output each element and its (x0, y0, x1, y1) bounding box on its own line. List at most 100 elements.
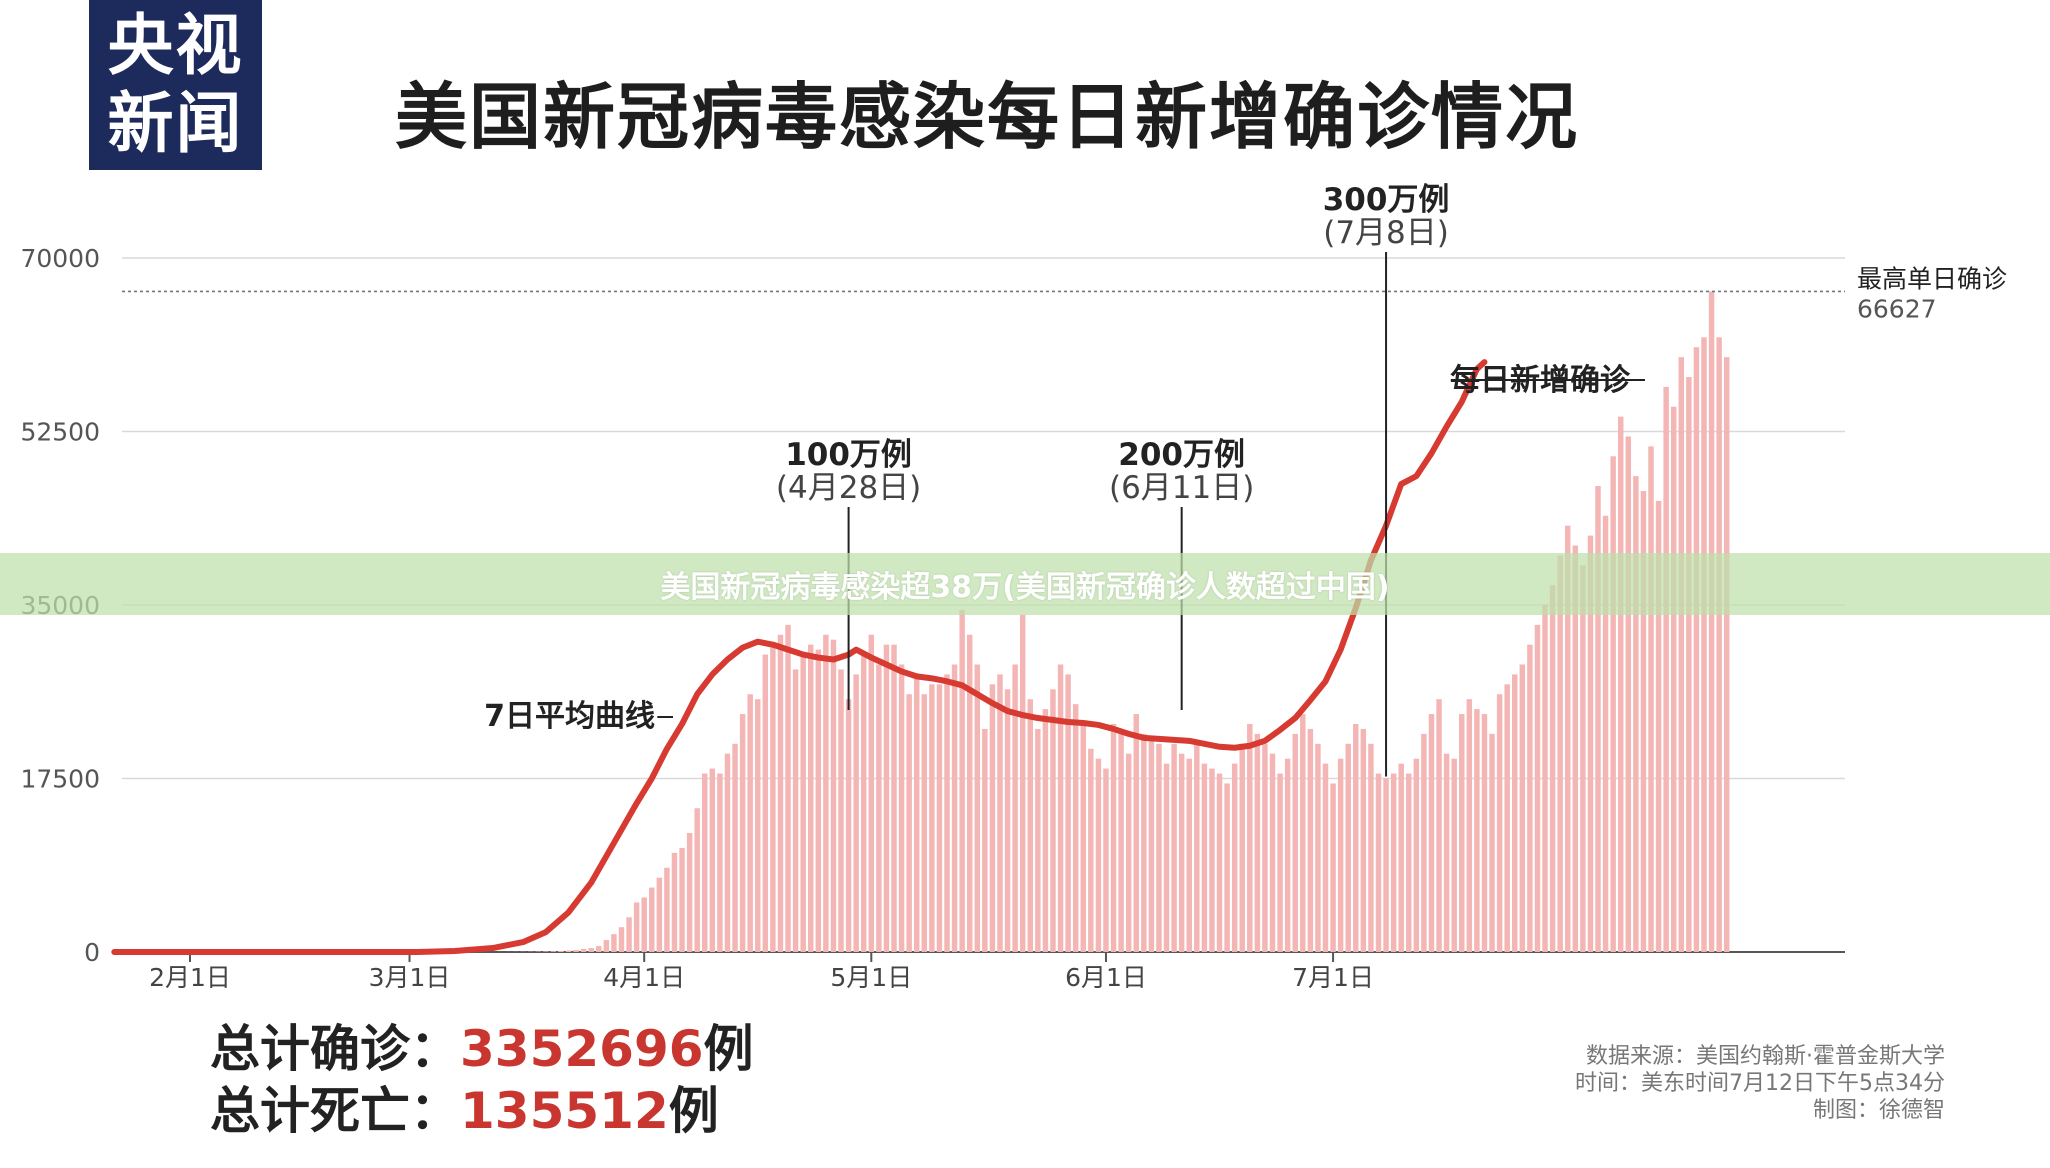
daily-case-bar (1322, 763, 1329, 952)
daily-case-bar (861, 654, 867, 952)
daily-case-bar (1178, 753, 1185, 952)
daily-case-bar (1019, 614, 1026, 952)
time-line: 时间：美东时间7月12日下午5点34分 (1575, 1071, 1945, 1096)
daily-case-bar (974, 664, 981, 952)
daily-case-bar (944, 674, 950, 952)
daily-case-bar (1194, 743, 1200, 952)
daily-case-bar (1436, 699, 1442, 952)
daily-case-bar (1368, 743, 1374, 952)
daily-case-bar (1027, 699, 1033, 952)
daily-case-bar (1337, 758, 1344, 952)
source-credits: 数据来源：美国约翰斯·霍普金斯大学 时间：美东时间7月12日下午5点34分 制图… (1575, 1043, 1945, 1124)
x-tick-label: 4月1日 (603, 963, 685, 992)
total-deaths-unit: 例 (668, 1082, 719, 1140)
daily-case-bar (709, 768, 716, 952)
daily-case-bar (785, 624, 791, 952)
daily-case-bar (1247, 723, 1253, 952)
total-confirmed-row: 总计确诊：3352696例 (210, 1018, 754, 1080)
daily-case-bar (686, 833, 693, 952)
daily-case-bar (1670, 406, 1677, 952)
daily-case-bar (1557, 555, 1563, 952)
daily-case-bar (989, 684, 996, 952)
daily-case-bar (1625, 436, 1632, 952)
daily-case-bar (1648, 446, 1654, 952)
daily-case-bar (1269, 753, 1276, 952)
daily-case-bar (1080, 723, 1086, 952)
daily-case-bar (656, 877, 663, 952)
daily-case-bar (1618, 416, 1624, 953)
daily-case-bar (823, 634, 829, 952)
daily-case-bar (883, 644, 890, 952)
x-tick-label: 2月1日 (149, 963, 231, 992)
daily-case-bar (1284, 758, 1291, 952)
daily-case-bar (1141, 733, 1147, 952)
daily-case-bar (603, 940, 610, 952)
cctv-news-logo: 央视 新闻 (89, 0, 262, 170)
daily-case-bar (1186, 758, 1192, 952)
daily-case-bar (951, 664, 958, 952)
daily-case-bar (1353, 723, 1359, 952)
daily-case-bar (1035, 728, 1041, 952)
daily-case-bar (755, 699, 761, 952)
daily-case-bar (777, 634, 784, 952)
daily-case-bar (1655, 500, 1662, 952)
daily-case-bar (1072, 704, 1079, 952)
daily-case-bar (1481, 714, 1488, 952)
daily-case-bar (1398, 763, 1404, 952)
daily-case-bar (1534, 624, 1541, 952)
daily-case-bar (1360, 728, 1367, 952)
daily-case-bar (580, 949, 587, 952)
daily-case-bar (1012, 664, 1018, 952)
total-deaths-label: 总计死亡： (210, 1082, 460, 1140)
daily-case-bar (702, 773, 708, 952)
max-daily-label: 最高单日确诊 (1857, 264, 2007, 293)
daily-case-bar (1678, 357, 1685, 953)
daily-case-bar (800, 654, 806, 952)
daily-case-bar (1050, 689, 1056, 952)
daily-case-bar (1254, 733, 1261, 952)
y-tick-label: 70000 (20, 244, 100, 273)
daily-case-bar (982, 728, 988, 952)
daily-case-bar (1292, 733, 1298, 952)
headline-banner[interactable]: 美国新冠病毒感染超38万(美国新冠确诊人数超过中国) (0, 553, 2050, 615)
daily-case-bar (1231, 763, 1238, 952)
daily-case-bar (1277, 773, 1283, 952)
daily-case-bar (1262, 743, 1268, 952)
daily-case-bar (550, 951, 557, 952)
daily-case-bar (1216, 773, 1223, 952)
daily-case-bar (936, 684, 943, 952)
daily-case-bar (1527, 644, 1533, 952)
daily-case-bar (1201, 763, 1208, 952)
daily-case-bar (1209, 768, 1215, 952)
daily-case-bar (1421, 733, 1427, 952)
total-confirmed-unit: 例 (703, 1020, 754, 1078)
daily-case-bar (1572, 545, 1579, 952)
daily-case-bar (1504, 684, 1510, 952)
daily-case-bar (1633, 476, 1639, 952)
x-tick-label: 6月1日 (1065, 963, 1147, 992)
daily-case-bar (1300, 714, 1306, 952)
daily-case-bar (1542, 605, 1548, 952)
daily-case-bar (1057, 664, 1064, 952)
daily-case-bar (1110, 723, 1117, 952)
daily-case-bar (1512, 674, 1518, 952)
daily-case-bar (913, 674, 920, 952)
daily-case-bar (898, 664, 905, 952)
daily-case-bar (1610, 456, 1616, 952)
daily-case-bar (596, 946, 602, 952)
daily-case-bar (1088, 748, 1094, 952)
daily-case-bar (808, 644, 814, 952)
daily-case-bar (1451, 758, 1457, 952)
daily-case-bar (1474, 709, 1480, 952)
milestone-date: (7月8日) (1323, 215, 1449, 251)
daily-case-bar (929, 684, 935, 952)
y-tick-label: 52500 (20, 418, 100, 447)
daily-case-bar (1549, 585, 1556, 952)
daily-case-bar (1496, 694, 1503, 952)
daily-case-bar (1239, 743, 1245, 952)
max-daily-value: 66627 (1857, 294, 1937, 323)
daily-case-bar (1723, 357, 1730, 953)
milestone-date: (6月11日) (1109, 470, 1254, 506)
daily-case-bar (1663, 386, 1669, 952)
